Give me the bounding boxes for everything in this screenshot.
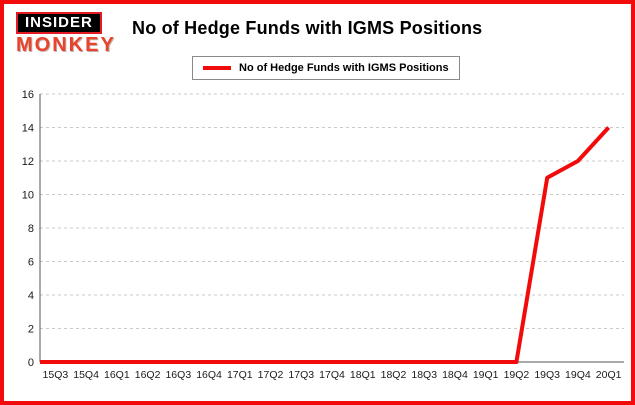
logo-insider-text: INSIDER	[16, 12, 102, 34]
y-axis-tick-label: 8	[28, 223, 34, 235]
y-axis-tick-label: 14	[22, 123, 34, 135]
x-axis-tick-label: 18Q1	[350, 369, 376, 381]
x-axis-tick-label: 19Q4	[565, 369, 591, 381]
line-chart-svg: 0 2 4 6 8 10 12 14 16 15Q3 15Q4 16Q1 16Q2 16Q3 16Q4 17Q…	[22, 89, 624, 381]
x-axis-tick-label: 17Q1	[227, 369, 253, 381]
y-axis-tick-label: 6	[28, 257, 34, 269]
y-axis-tick-label: 4	[28, 290, 34, 302]
y-axis-tick-label: 10	[22, 190, 34, 202]
legend-line-swatch	[203, 66, 231, 70]
y-axis-tick-label: 12	[22, 156, 34, 168]
x-axis-tick-label: 15Q3	[43, 369, 69, 381]
x-axis-tick-label: 18Q4	[442, 369, 468, 381]
x-axis-tick-label: 17Q3	[288, 369, 314, 381]
x-axis-tick-label: 16Q1	[104, 369, 130, 381]
x-axis-tick-label: 18Q3	[411, 369, 437, 381]
chart-legend: No of Hedge Funds with IGMS Positions	[192, 56, 460, 80]
x-axis-tick-label: 17Q2	[258, 369, 284, 381]
x-axis-tick-label: 19Q1	[473, 369, 499, 381]
x-axis-tick-label: 19Q3	[534, 369, 560, 381]
x-axis-tick-label: 19Q2	[504, 369, 530, 381]
series-line	[40, 126, 611, 364]
insider-monkey-logo: INSIDER MONKEY	[16, 12, 128, 56]
x-axis-tick-label: 18Q2	[381, 369, 407, 381]
x-axis-tick-label: 16Q3	[165, 369, 191, 381]
x-axis-tick-label: 20Q1	[596, 369, 622, 381]
chart-title: No of Hedge Funds with IGMS Positions	[132, 18, 483, 38]
x-axis-tick-label: 15Q4	[73, 369, 99, 381]
logo-monkey-text: MONKEY	[16, 33, 116, 56]
y-axis-tick-label: 0	[28, 357, 34, 369]
x-axis-tick-label: 17Q4	[319, 369, 345, 381]
x-axis-tick-label: 16Q2	[135, 369, 161, 381]
y-axis-tick-label: 2	[28, 324, 34, 336]
x-axis-tick-label: 16Q4	[196, 369, 222, 381]
line-chart-area: 0 2 4 6 8 10 12 14 16 15Q3 15Q4 16Q1 16Q2 16Q3 16Q4 17Q…	[4, 84, 631, 399]
y-axis-tick-label: 16	[22, 89, 34, 101]
legend-label: No of Hedge Funds with IGMS Positions	[239, 62, 449, 74]
